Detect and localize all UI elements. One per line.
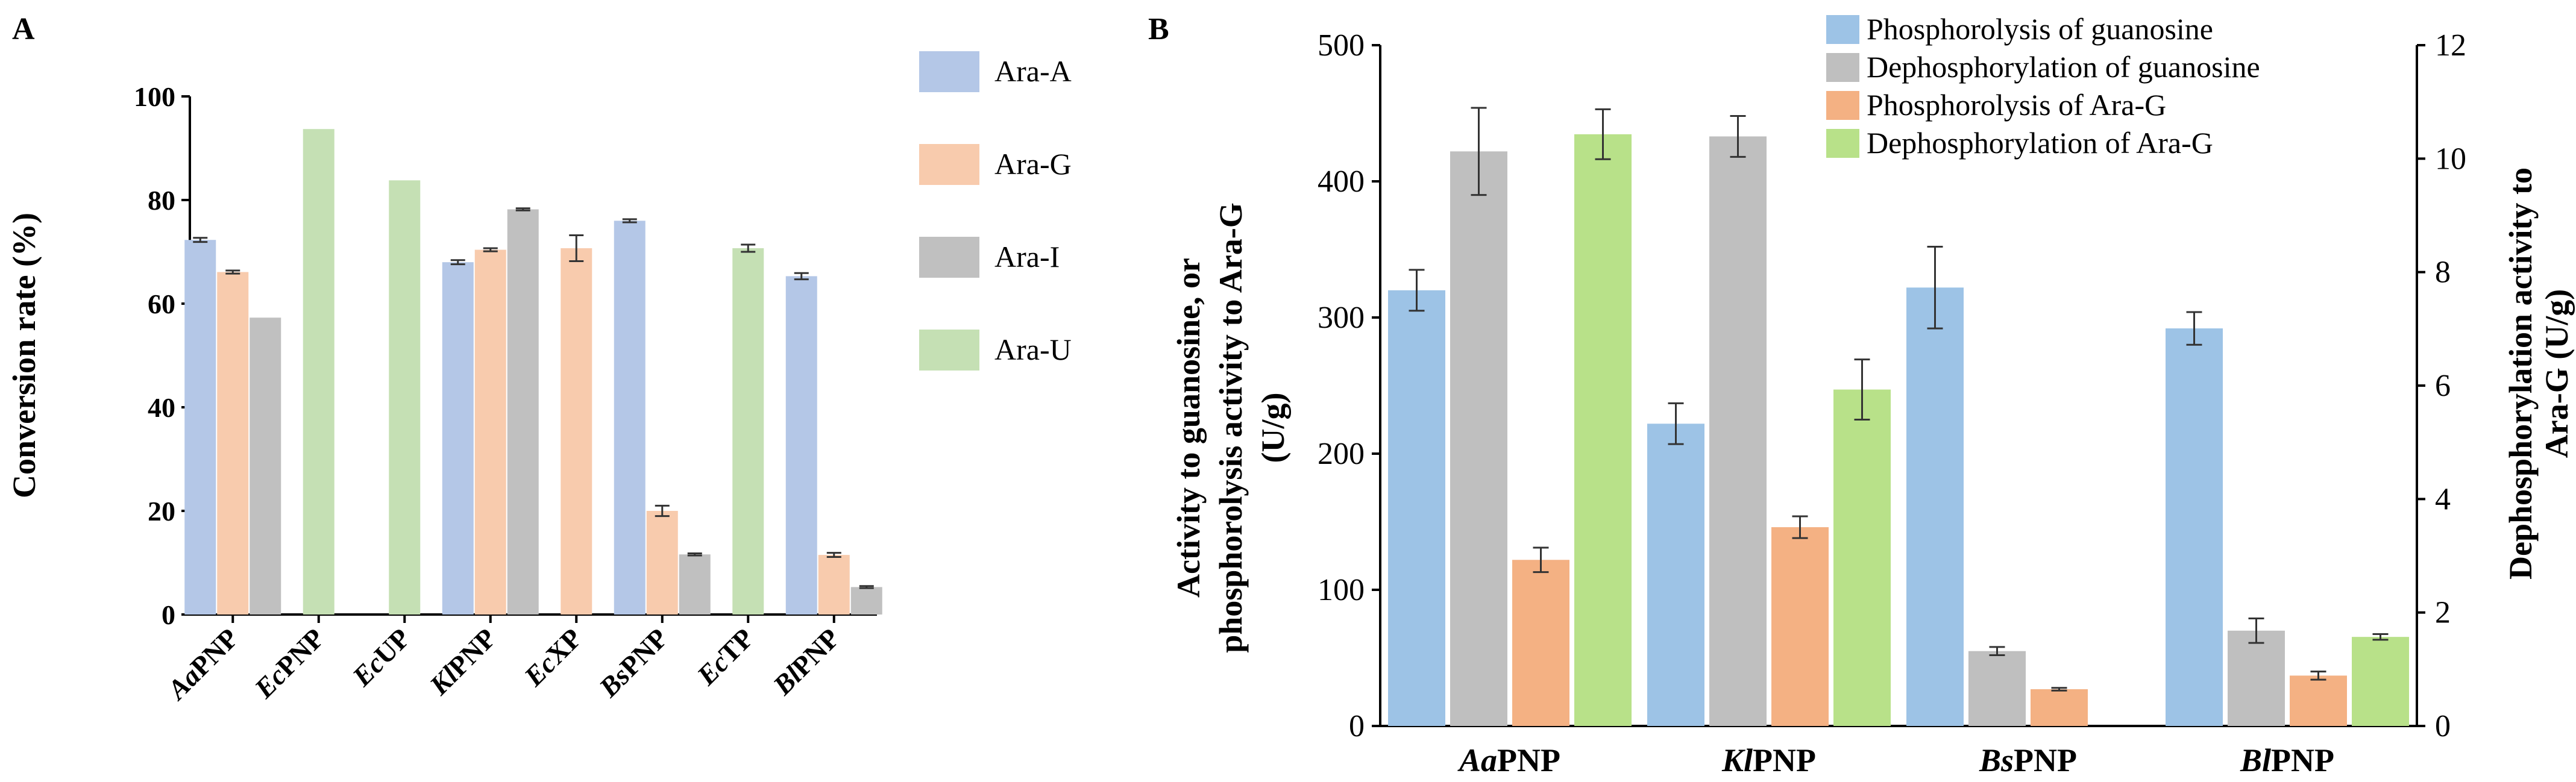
- bar-Phosphorolysis of guanosine-3: [2166, 328, 2223, 726]
- chart-b: 0 100 200 300 400 500 0 2 4 6 8 10 12 Activity to gua…: [1170, 12, 2575, 778]
- y-left-tick-label-500: 500: [1318, 28, 1365, 63]
- bar-Dephosphorylation of guanosine-0: [1450, 151, 1507, 726]
- bar-Ara-I-7: [850, 587, 882, 615]
- bar-Dephosphorylation of guanosine-3: [2228, 630, 2285, 726]
- x-tick-label-0: AaPNP: [160, 622, 244, 706]
- legend-swatch-Ara-A: [919, 51, 979, 92]
- bar-Ara-U-6: [732, 248, 764, 615]
- bar-Phosphorolysis of guanosine-0: [1388, 290, 1445, 726]
- bar-Dephosphorylation of Ara-G-1: [1833, 389, 1891, 726]
- bar-Ara-G-0: [217, 272, 249, 615]
- y-tick-label-100: 100: [134, 81, 175, 112]
- x-tick-label-3: BlPNP: [2240, 742, 2334, 778]
- bar-Ara-G-5: [646, 511, 678, 615]
- bar-Phosphorolysis of Ara-G-2: [2031, 689, 2088, 726]
- y-tick-label-80: 80: [148, 185, 175, 216]
- y-right-tick-label-0: 0: [2435, 709, 2451, 743]
- bar-Dephosphorylation of guanosine-2: [1968, 651, 2026, 726]
- y-right-tick-label-12: 12: [2435, 28, 2466, 63]
- x-tick-label-2: EcUP: [346, 622, 416, 692]
- y-left-tick-label-200: 200: [1318, 437, 1365, 471]
- y-left-axis-title-line-0: Activity to guanosine, or: [1170, 258, 1207, 598]
- legend-swatch-Dephosphorylation of Ara-G: [1826, 129, 1859, 158]
- x-tick-label-5: BsPNP: [592, 622, 673, 703]
- bar-Ara-A-5: [614, 221, 646, 615]
- bar-Ara-U-1: [303, 129, 335, 615]
- legend-swatch-Phosphorolysis of Ara-G: [1826, 91, 1859, 120]
- x-tick-label-6: EcTP: [691, 622, 759, 691]
- x-tick-label-1: KlPNP: [1721, 742, 1816, 778]
- x-tick-label-0: AaPNP: [1457, 742, 1560, 778]
- legend-swatch-Ara-U: [919, 330, 979, 371]
- bar-Dephosphorylation of guanosine-1: [1709, 136, 1767, 727]
- legend-swatch-Phosphorolysis of guanosine: [1826, 15, 1859, 44]
- bar-Ara-G-4: [561, 248, 592, 615]
- bar-Ara-A-7: [785, 276, 817, 615]
- bar-Ara-U-2: [389, 180, 421, 615]
- x-tick-label-2: BsPNP: [1979, 742, 2077, 778]
- y-right-tick-label-8: 8: [2435, 255, 2451, 290]
- y-right-tick-label-10: 10: [2435, 142, 2466, 176]
- y-left-tick-label-100: 100: [1318, 573, 1365, 607]
- y-left-tick-label-400: 400: [1318, 164, 1365, 199]
- legend-label-Phosphorolysis of Ara-G: Phosphorolysis of Ara-G: [1867, 88, 2166, 122]
- bar-Dephosphorylation of Ara-G-0: [1574, 134, 1632, 726]
- bar-Phosphorolysis of guanosine-2: [1906, 287, 1964, 726]
- legend-label-Dephosphorylation of Ara-G: Dephosphorylation of Ara-G: [1867, 126, 2213, 160]
- bar-Ara-A-3: [442, 262, 474, 615]
- y-right-axis-title-line-0: Dephosphorylation activity to: [2502, 167, 2539, 580]
- bar-Phosphorolysis of guanosine-1: [1647, 424, 1704, 726]
- x-tick-label-7: BlPNP: [767, 622, 846, 701]
- legend-label-Dephosphorylation of guanosine: Dephosphorylation of guanosine: [1867, 50, 2260, 84]
- y-left-tick-label-300: 300: [1318, 301, 1365, 335]
- panel-label-a: A: [12, 12, 35, 46]
- bar-Phosphorolysis of Ara-G-1: [1771, 527, 1829, 726]
- bar-Dephosphorylation of Ara-G-3: [2352, 637, 2409, 726]
- y-tick-label-0: 0: [162, 599, 175, 630]
- x-tick-label-3: KlPNP: [423, 622, 502, 701]
- y-tick-label-20: 20: [148, 496, 175, 527]
- panel-label-b: B: [1148, 12, 1169, 46]
- y-tick-label-60: 60: [148, 289, 175, 319]
- y-right-tick-label-4: 4: [2435, 482, 2451, 516]
- y-left-axis-title-line-1: phosphorolysis activity to Ara-G: [1213, 202, 1249, 653]
- chart-a: 0 20 40 60 80 100 Conversion rate (%) AaPNPEcPN…: [6, 51, 1072, 706]
- bar-Phosphorolysis of Ara-G-3: [2290, 675, 2347, 726]
- bar-Phosphorolysis of Ara-G-0: [1512, 560, 1569, 726]
- x-tick-label-1: EcPNP: [248, 622, 330, 704]
- legend-label-Phosphorolysis of guanosine: Phosphorolysis of guanosine: [1867, 12, 2213, 46]
- legend-swatch-Dephosphorylation of guanosine: [1826, 53, 1859, 82]
- bar-Ara-A-0: [184, 240, 216, 615]
- bar-Ara-I-0: [250, 317, 281, 615]
- legend-swatch-Ara-G: [919, 144, 979, 185]
- bar-Ara-I-3: [507, 209, 539, 615]
- y-axis-title: Conversion rate (%): [6, 213, 42, 498]
- y-left-axis-title-line-2: (U/g): [1255, 393, 1291, 463]
- y-left-tick-label-0: 0: [1349, 709, 1365, 743]
- legend-swatch-Ara-I: [919, 237, 979, 278]
- bar-Ara-G-7: [818, 555, 850, 615]
- legend-label-Ara-I: Ara-I: [994, 240, 1060, 274]
- x-tick-label-4: EcXP: [518, 622, 588, 692]
- legend-label-Ara-A: Ara-A: [994, 54, 1072, 88]
- legend-label-Ara-U: Ara-U: [994, 333, 1072, 366]
- bar-Ara-G-3: [474, 249, 506, 615]
- legend-label-Ara-G: Ara-G: [994, 147, 1072, 181]
- y-right-axis-title-line-1: Ara-G (U/g): [2539, 289, 2575, 458]
- y-right-tick-label-2: 2: [2435, 596, 2451, 630]
- y-tick-label-40: 40: [148, 392, 175, 423]
- bar-Ara-I-5: [679, 554, 711, 615]
- y-right-tick-label-6: 6: [2435, 369, 2451, 403]
